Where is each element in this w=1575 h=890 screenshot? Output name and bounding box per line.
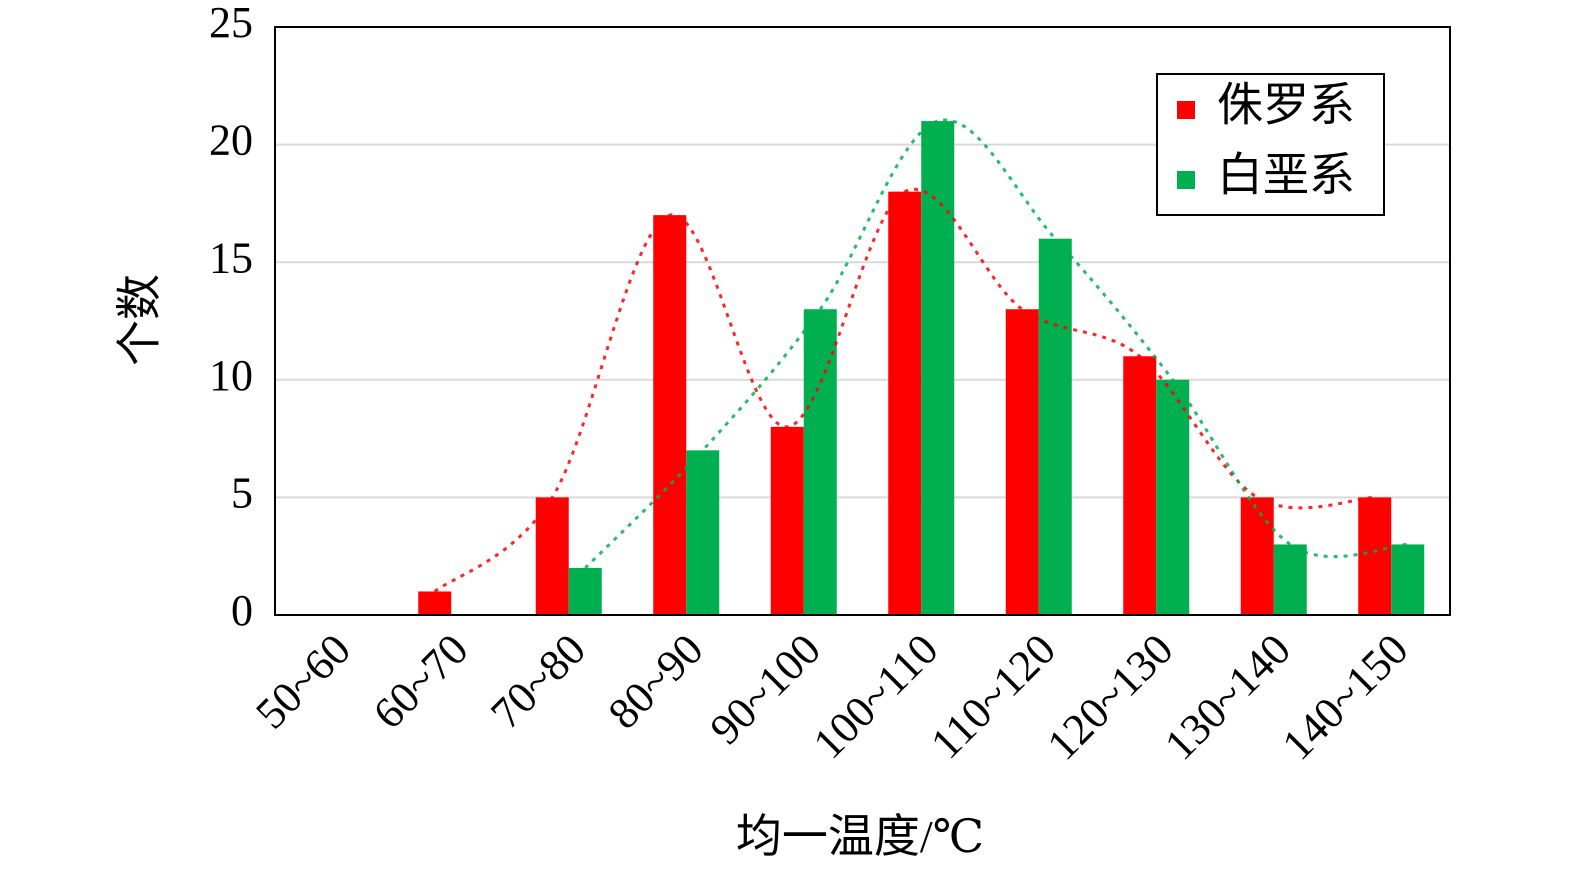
bar	[1273, 544, 1307, 615]
x-tick-label: 100~110	[804, 625, 948, 769]
x-tick-label: 50~60	[246, 625, 360, 739]
x-axis-title: 均一温度/℃	[736, 811, 984, 862]
x-tick-label: 110~120	[921, 625, 1065, 769]
bar	[888, 191, 922, 615]
y-tick-label: 10	[209, 351, 253, 400]
bar	[770, 426, 804, 615]
bar	[1005, 309, 1039, 615]
x-tick-label: 120~130	[1038, 625, 1183, 770]
y-axis-title: 个数	[114, 274, 165, 366]
x-tick-label: 70~80	[481, 625, 595, 739]
y-tick-label: 15	[209, 233, 253, 282]
bar	[1038, 238, 1072, 615]
bar	[1156, 379, 1190, 615]
trend-line	[584, 118, 1408, 570]
x-tick-label: 80~90	[599, 625, 713, 739]
legend-label: 白垩系	[1217, 150, 1355, 201]
bar	[1123, 356, 1157, 615]
y-tick-label: 25	[209, 0, 253, 47]
bar	[535, 497, 569, 615]
legend-label: 侏罗系	[1217, 80, 1355, 131]
bar	[1358, 497, 1392, 615]
x-tick-label: 130~140	[1155, 625, 1300, 770]
legend-swatch	[1177, 171, 1195, 189]
bar	[803, 309, 837, 615]
bar	[1391, 544, 1425, 615]
x-tick-label: 60~70	[364, 625, 478, 739]
bar	[653, 215, 687, 615]
plot-frame	[274, 26, 1451, 616]
y-tick-label: 0	[231, 586, 253, 635]
x-tick-label: 140~150	[1273, 625, 1418, 770]
bar	[568, 567, 602, 615]
y-tick-label: 5	[231, 468, 253, 517]
legend-swatch	[1177, 101, 1195, 119]
bar	[686, 450, 720, 615]
trend-line	[433, 187, 1375, 593]
legend-box	[1156, 73, 1385, 216]
y-tick-label: 20	[209, 116, 253, 165]
bar	[418, 591, 452, 615]
bar	[1240, 497, 1274, 615]
bar	[921, 121, 955, 615]
